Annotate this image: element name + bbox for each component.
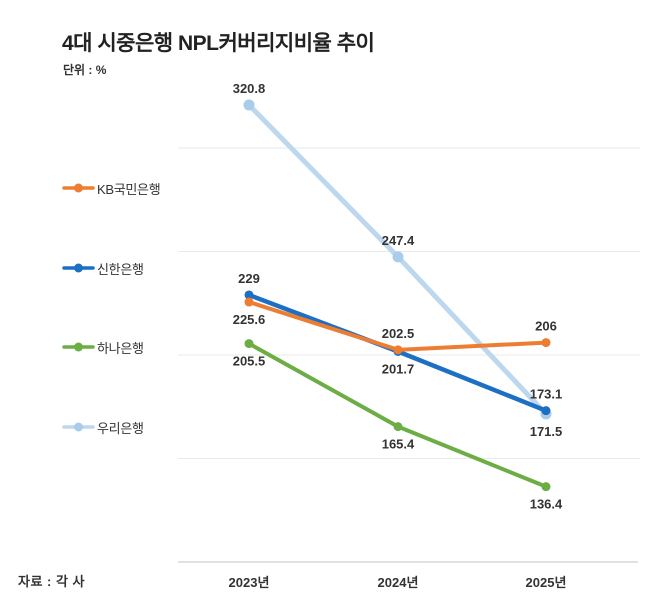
x-axis-label-1: 2024년	[377, 575, 419, 590]
data-label-1-1: 201.7	[382, 361, 415, 376]
data-label-0-2: 206	[535, 319, 557, 334]
data-label-2-2: 136.4	[530, 497, 563, 512]
data-point-3-0	[243, 99, 255, 111]
data-label-0-0: 225.6	[233, 312, 266, 327]
data-point-2-1	[393, 422, 403, 432]
chart-title: 4대 시중은행 NPL커버리지비율 추이	[62, 32, 375, 55]
legend-label-3: 우리은행	[97, 420, 144, 436]
data-label-3-1: 247.4	[382, 233, 415, 248]
legend-label-2: 하나은행	[97, 340, 144, 356]
data-point-1-0	[244, 290, 254, 300]
data-point-2-0	[244, 339, 254, 349]
legend-marker-icon	[62, 183, 95, 193]
data-point-0-0	[244, 297, 254, 307]
data-label-3-2: 171.5	[530, 424, 563, 439]
data-label-1-0: 229	[238, 271, 260, 286]
source-label: 자료 : 각 사	[18, 574, 86, 589]
data-point-2-2	[541, 482, 551, 492]
legend-item-3: 우리은행	[62, 418, 144, 436]
data-label-0-1: 202.5	[382, 326, 415, 341]
data-point-1-2	[541, 406, 551, 416]
unit-label: 단위 : %	[63, 63, 107, 77]
legend-marker-icon	[62, 263, 95, 273]
data-point-0-1	[393, 345, 403, 355]
legend-marker-icon	[62, 422, 95, 432]
legend-item-1: 신한은행	[62, 259, 144, 277]
legend-item-2: 하나은행	[62, 338, 144, 356]
data-point-0-2	[541, 338, 551, 348]
legend-item-0: KB국민은행	[62, 179, 161, 197]
data-label-2-1: 165.4	[382, 437, 415, 452]
x-axis-label-2: 2025년	[525, 575, 567, 590]
data-point-3-1	[392, 251, 404, 263]
legend-label-1: 신한은행	[97, 261, 144, 277]
legend-label-0: KB국민은행	[97, 181, 161, 197]
data-label-3-0: 320.8	[233, 81, 266, 96]
data-label-1-2: 173.1	[530, 387, 563, 402]
legend-marker-icon	[62, 342, 95, 352]
x-axis-label-0: 2023년	[228, 575, 270, 590]
data-label-2-0: 205.5	[233, 354, 266, 369]
